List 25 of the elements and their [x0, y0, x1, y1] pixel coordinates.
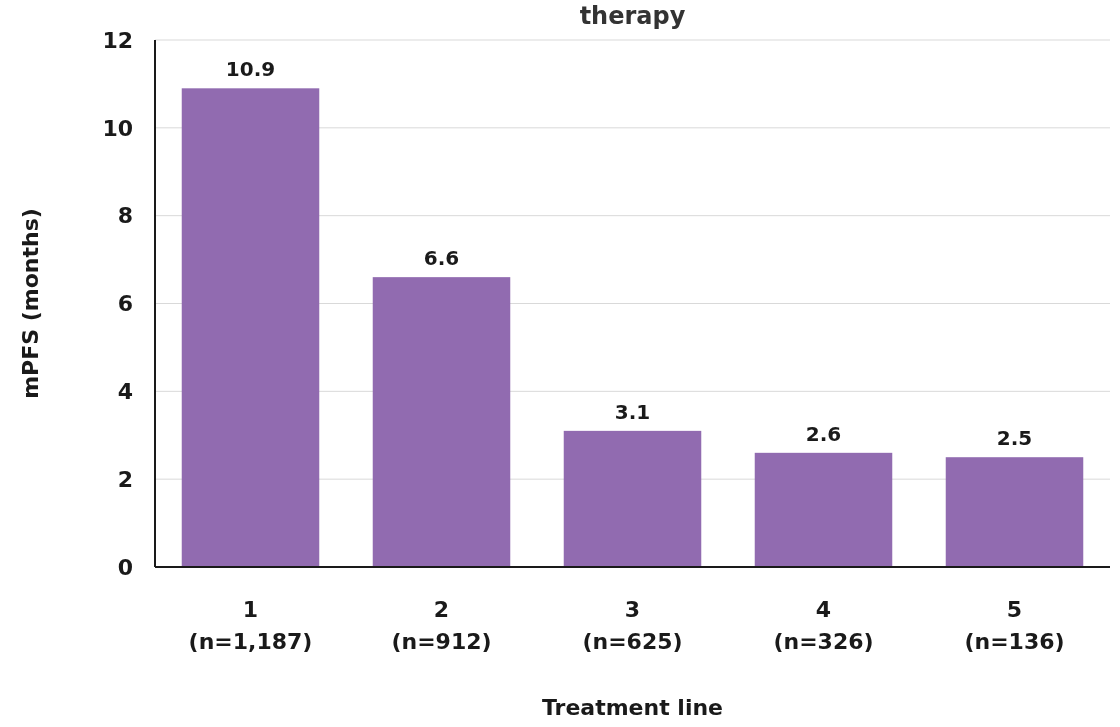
y-tick-label: 12	[102, 27, 133, 53]
x-tick-label: 2 (n=912)	[391, 597, 492, 654]
bar	[563, 430, 702, 567]
y-tick-label: 8	[117, 203, 133, 229]
bar	[372, 277, 511, 567]
y-tick-label: 10	[102, 115, 133, 141]
x-tick-label: 1 (n=1,187)	[188, 597, 313, 654]
y-tick-label: 0	[117, 554, 133, 580]
x-tick-label: 4 (n=326)	[773, 597, 874, 654]
data-label: 2.5	[996, 426, 1033, 451]
data-label: 2.6	[805, 421, 842, 446]
y-tick-label: 6	[117, 291, 133, 317]
y-tick-label: 2	[117, 466, 133, 492]
y-tick-label: 4	[117, 379, 133, 405]
data-label: 10.9	[225, 57, 276, 82]
x-axis-title: Treatment line	[541, 695, 724, 720]
chart-title: therapy	[579, 2, 686, 30]
bar	[945, 457, 1084, 567]
data-label: 6.6	[423, 246, 460, 271]
bar	[754, 452, 893, 567]
x-tick-label: 5 (n=136)	[964, 597, 1065, 654]
x-tick-label: 3 (n=625)	[582, 597, 683, 654]
data-label: 3.1	[614, 399, 651, 424]
y-axis-title: mPFS (months)	[18, 208, 43, 399]
bar	[181, 88, 320, 567]
